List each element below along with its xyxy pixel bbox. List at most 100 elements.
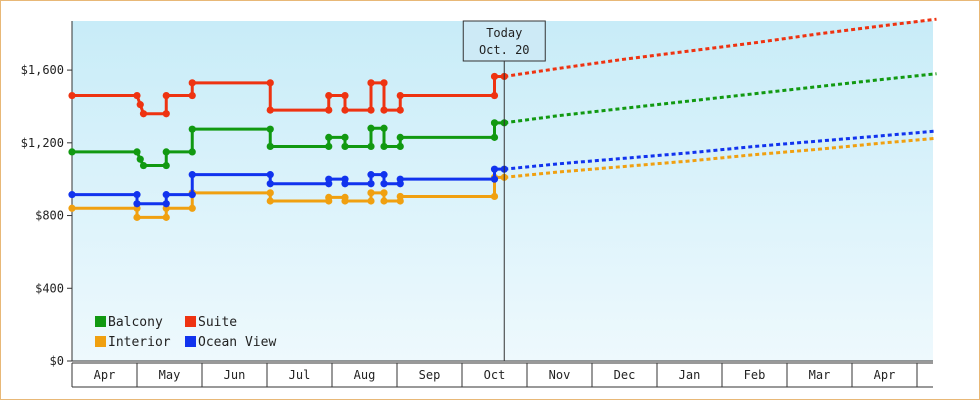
data-point [266, 180, 274, 188]
data-point [490, 119, 499, 127]
data-point [367, 142, 375, 151]
y-axis: $0 $400 $800 $1,200 $1,600 [21, 21, 73, 368]
y-tick-label: $0 [50, 354, 64, 368]
legend-swatch [185, 316, 196, 327]
data-point [380, 189, 388, 197]
data-point [188, 171, 196, 179]
series-interior [68, 136, 937, 221]
data-point [162, 91, 170, 100]
today-box [462, 20, 546, 62]
data-point [133, 200, 141, 208]
x-tick-label: Sep [419, 368, 441, 382]
data-point [188, 204, 196, 212]
data-point [136, 155, 144, 163]
y-tick-label: $1,200 [21, 136, 64, 150]
data-point [136, 101, 144, 109]
series-forecast-line [504, 72, 937, 125]
x-tick-label: Mar [809, 368, 831, 382]
data-point [162, 110, 170, 118]
data-point [396, 106, 404, 114]
data-point [266, 142, 274, 151]
data-point [188, 79, 196, 87]
data-point [266, 125, 274, 133]
data-point [367, 189, 375, 197]
plot-area [72, 21, 933, 361]
data-point [68, 91, 76, 100]
data-point [380, 180, 388, 188]
data-point [367, 197, 375, 205]
y-tick-label: $400 [35, 281, 64, 295]
data-point [266, 197, 274, 205]
x-tick-label: Feb [744, 368, 766, 382]
data-point [162, 213, 170, 221]
data-point [341, 197, 349, 205]
data-point [367, 171, 375, 179]
data-point [133, 191, 141, 199]
data-point [266, 171, 274, 179]
legend-item-balcony: Balcony [95, 315, 163, 330]
data-point [396, 175, 404, 183]
legend-label: Ocean View [198, 335, 276, 350]
data-point [162, 161, 170, 170]
legend-label: Interior [108, 335, 171, 350]
x-tick-label: Jul [289, 368, 311, 382]
y-tick-label: $800 [35, 209, 64, 223]
data-point [396, 142, 404, 151]
x-tick-label: Apr [874, 368, 896, 382]
legend-label: Suite [198, 315, 237, 330]
data-point [139, 110, 148, 118]
series-forecast-line [504, 17, 937, 78]
x-tick-label: Aug [354, 368, 376, 382]
data-point [490, 165, 499, 173]
data-point [380, 79, 388, 87]
series-balcony [68, 72, 937, 170]
data-point [133, 91, 141, 100]
data-point [188, 148, 196, 156]
data-point [133, 148, 141, 156]
x-tick-label: Jun [224, 368, 246, 382]
data-point [380, 142, 388, 151]
legend-item-ocean-view: Ocean View [185, 335, 276, 350]
data-point [367, 180, 375, 188]
data-point [341, 106, 349, 114]
data-point [68, 191, 76, 199]
data-point [490, 192, 499, 201]
data-point [68, 148, 76, 156]
legend-label: Balcony [108, 315, 163, 330]
data-point [133, 213, 141, 221]
data-point [380, 197, 388, 205]
data-point [188, 191, 196, 199]
series-suite [68, 17, 937, 118]
data-point [162, 148, 170, 156]
legend-swatch [95, 336, 106, 347]
data-point [380, 106, 388, 114]
data-point [325, 142, 333, 151]
x-tick-label: Nov [549, 368, 571, 382]
data-point [188, 91, 196, 100]
legend-swatch [95, 316, 106, 327]
today-label-line1: Today [486, 26, 522, 40]
data-point [266, 189, 274, 197]
legend-swatch [185, 336, 196, 347]
data-point [341, 133, 349, 141]
data-point [490, 72, 499, 81]
data-point [341, 180, 349, 188]
legend-item-suite: Suite [185, 315, 237, 330]
data-point [490, 133, 499, 141]
x-axis: Apr May Jun Jul Aug Sep Oct Nov Dec Jan Feb Mar Apr [71, 360, 933, 388]
data-point [325, 91, 333, 100]
data-point [367, 124, 375, 132]
series-forecast-line [504, 136, 937, 179]
data-point [188, 125, 196, 133]
data-point [380, 124, 388, 132]
legend-item-interior: Interior [95, 335, 171, 350]
data-point [490, 175, 499, 183]
series-ocean-view [68, 129, 937, 208]
y-tick-label: $1,600 [21, 63, 64, 77]
data-point [325, 133, 333, 141]
data-point [139, 161, 148, 170]
data-point [162, 191, 170, 199]
data-point [396, 91, 404, 100]
x-tick-label: Dec [614, 368, 636, 382]
